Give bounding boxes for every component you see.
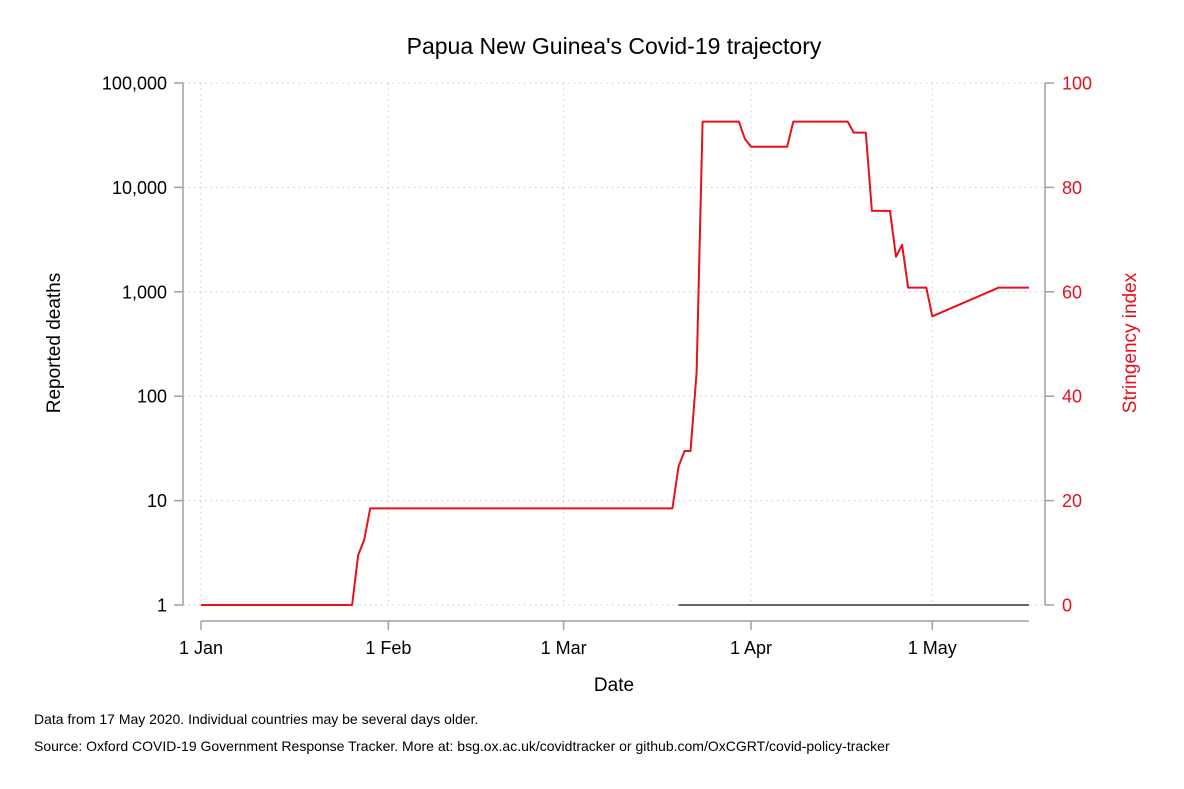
- y-right-tick-label: 80: [1062, 178, 1082, 198]
- y-left-tick-label: 10: [147, 491, 167, 511]
- y-right-tick-label: 0: [1062, 596, 1072, 616]
- y-left-tick-label: 1,000: [122, 282, 167, 302]
- y-left-tick-label: 10,000: [112, 178, 167, 198]
- x-tick-label: 1 Mar: [541, 638, 587, 658]
- chart-title: Papua New Guinea's Covid-19 trajectory: [407, 33, 822, 59]
- y-right-tick-label: 20: [1062, 491, 1082, 511]
- data-date-note: Data from 17 May 2020. Individual countr…: [34, 711, 479, 727]
- stringency-series-line: [201, 120, 1029, 606]
- axes: 1 10 100 1,000 10,000 100,000 0 20 40 60 80 100 1 Ja…: [102, 74, 1092, 659]
- y-right-tick-label: 100: [1062, 74, 1092, 94]
- x-tick-label: 1 Apr: [730, 638, 772, 658]
- y-left-tick-label: 100: [137, 387, 167, 407]
- x-axis-label: Date: [594, 675, 634, 696]
- plot-area: [201, 120, 1029, 606]
- y-axis-right-label: Stringency index: [1120, 272, 1141, 413]
- x-tick-label: 1 Feb: [365, 638, 411, 658]
- y-left-tick-label: 1: [157, 596, 167, 616]
- y-left-tick-label: 100,000: [102, 74, 167, 94]
- x-tick-label: 1 Jan: [179, 638, 223, 658]
- y-right-tick-label: 40: [1062, 387, 1082, 407]
- source-note: Source: Oxford COVID-19 Government Respo…: [34, 738, 890, 754]
- y-axis-left-label: Reported deaths: [44, 273, 65, 414]
- x-tick-label: 1 May: [908, 638, 957, 658]
- gridlines: [183, 82, 1045, 606]
- chart: 1 10 100 1,000 10,000 100,000 0 20 40 60 80 100 1 Ja…: [44, 33, 1141, 696]
- y-right-tick-label: 60: [1062, 282, 1082, 302]
